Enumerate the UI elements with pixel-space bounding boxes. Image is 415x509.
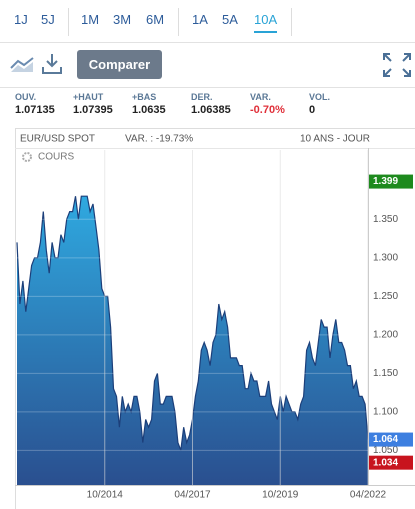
download-icon[interactable]: [40, 52, 64, 76]
tool-bar: Comparer: [0, 42, 415, 88]
period-button[interactable]: 5J: [41, 12, 55, 27]
compare-button[interactable]: Comparer: [77, 50, 162, 79]
chart-title: EUR/USD SPOT: [20, 134, 95, 145]
stat-label: +BAS: [132, 92, 157, 102]
y-tick-label: 1.150: [373, 368, 398, 379]
stat-value: 1.07395: [73, 104, 113, 116]
chart-type-icon[interactable]: [9, 54, 37, 74]
stat-label: VOL.: [309, 92, 331, 102]
stat-value: 1.07135: [15, 104, 55, 116]
x-tick-label: 04/2022: [350, 490, 387, 501]
y-tick-label: 1.200: [373, 329, 398, 340]
price-label: 1.399: [373, 176, 398, 187]
stat-value: 1.06385: [191, 104, 231, 116]
stat-value: 0: [309, 104, 316, 116]
y-tick-label: 1.250: [373, 291, 398, 302]
y-tick-label: 1.050: [373, 445, 398, 456]
period-button[interactable]: 1M: [81, 12, 100, 27]
period: 10 ANS - JOUR: [300, 134, 370, 145]
y-tick-label: 1.300: [373, 252, 398, 263]
period-button[interactable]: 6M: [146, 12, 165, 27]
y-tick-label: 1.100: [373, 406, 398, 417]
period-button[interactable]: 1J: [14, 12, 28, 27]
price-marker: [369, 174, 413, 189]
stat-label: OUV.: [15, 92, 37, 102]
period-button[interactable]: 1A: [192, 12, 208, 27]
price-marker: [369, 455, 413, 470]
period-button[interactable]: 5A: [222, 12, 238, 27]
price-label: 1.034: [373, 457, 398, 468]
stat-label: VAR.: [250, 92, 271, 102]
stat-value: 1.0635: [132, 104, 166, 116]
period-bar: 1J 5J 1M 3M 6M 1A 5A 10A: [0, 0, 415, 43]
stat-value: -0.70%: [250, 104, 285, 116]
price-marker: [369, 432, 413, 447]
y-tick-label: 1.350: [373, 214, 398, 225]
stat-label: +HAUT: [73, 92, 104, 102]
separator: [291, 8, 292, 36]
x-tick-label: 04/2017: [174, 490, 211, 501]
fullscreen-icon[interactable]: [382, 52, 412, 78]
stat-label: DER.: [191, 92, 213, 102]
series-label: COURS: [38, 152, 74, 163]
separator: [178, 8, 179, 36]
x-tick-label: 10/2014: [87, 490, 124, 501]
settings-icon[interactable]: [22, 152, 32, 162]
separator: [68, 8, 69, 36]
period-button[interactable]: 10A: [254, 12, 278, 33]
period-button[interactable]: 3M: [113, 12, 132, 27]
price-label: 1.064: [373, 434, 398, 445]
x-tick-label: 10/2019: [262, 490, 299, 501]
change: VAR. : -19.73%: [125, 134, 193, 145]
